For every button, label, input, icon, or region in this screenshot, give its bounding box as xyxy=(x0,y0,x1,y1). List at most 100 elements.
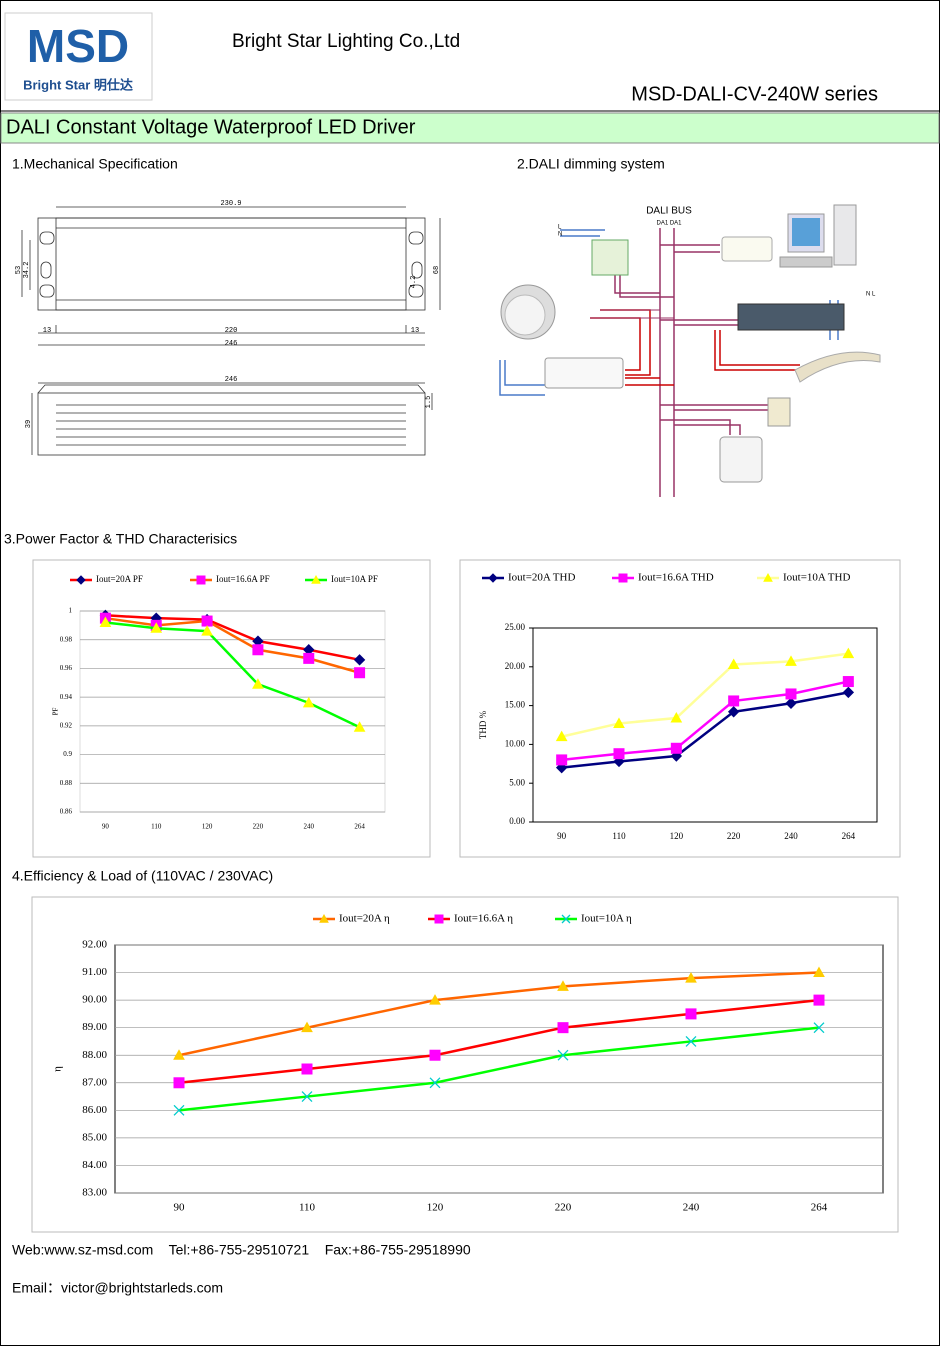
legend-marker xyxy=(618,573,628,583)
marker xyxy=(785,655,797,666)
dimension: 13 xyxy=(411,327,419,335)
x-tick-label: 110 xyxy=(151,823,162,831)
y-tick-label: 83.00 xyxy=(82,1187,107,1199)
marker xyxy=(201,625,213,636)
y-axis-label: THD % xyxy=(478,710,488,739)
x-tick-label: 110 xyxy=(612,831,626,841)
x-tick-label: 240 xyxy=(784,831,798,841)
legend-label: Iout=10A PF xyxy=(331,574,378,584)
logo: MSD xyxy=(27,20,129,72)
dimension: 68 xyxy=(433,266,441,274)
y-tick-label: 0.88 xyxy=(60,779,73,787)
legend-marker xyxy=(311,574,321,584)
mechanical-drawing xyxy=(21,206,441,456)
marker xyxy=(556,754,568,766)
marker xyxy=(670,742,682,754)
legend-label: Iout=10A THD xyxy=(783,572,850,584)
x-tick-label: 110 xyxy=(299,1202,316,1214)
legend-label: Iout=16.6A THD xyxy=(638,572,714,584)
marker xyxy=(173,1077,185,1089)
dimension: 246 xyxy=(225,340,238,348)
marker xyxy=(842,686,855,699)
marker xyxy=(813,994,825,1006)
dimension: 230.9 xyxy=(220,200,241,208)
marker xyxy=(813,966,825,978)
legend-marker xyxy=(434,914,444,924)
series-line xyxy=(561,680,849,762)
marker xyxy=(150,622,163,633)
x-tick-label: 120 xyxy=(202,823,213,831)
x-tick-label: 240 xyxy=(304,823,315,831)
y-axis-label: PF xyxy=(52,708,60,716)
x-tick-label: 220 xyxy=(727,831,741,841)
x-tick-label: 120 xyxy=(670,831,684,841)
marker xyxy=(354,667,366,679)
x-tick-label: 264 xyxy=(811,1202,828,1214)
series-line xyxy=(178,998,820,1085)
section-title: 1.Mechanical Specification xyxy=(12,156,178,172)
series: MSD-DALI-CV-240W series xyxy=(631,83,878,105)
dali-bus-label: DALI BUS xyxy=(646,206,692,217)
marker xyxy=(813,1022,825,1034)
marker xyxy=(99,616,112,627)
legend-marker xyxy=(76,575,86,585)
marker xyxy=(557,980,569,991)
x-tick-label: 264 xyxy=(354,823,365,831)
marker xyxy=(555,730,568,742)
company: Bright Star Lighting Co.,Ltd xyxy=(232,31,460,52)
series-line xyxy=(105,621,361,729)
y-tick-label: 0.96 xyxy=(60,664,73,672)
x-tick-label: 90 xyxy=(174,1202,186,1214)
y-tick-label: 89.00 xyxy=(82,1021,107,1033)
dimension: 246 xyxy=(225,376,238,384)
title-bar xyxy=(0,112,940,144)
x-tick-label: 120 xyxy=(427,1202,444,1214)
marker xyxy=(842,676,854,688)
y-tick-label: 5.00 xyxy=(509,777,525,787)
y-tick-label: 10.00 xyxy=(505,738,526,748)
marker xyxy=(301,1091,313,1103)
marker xyxy=(173,1104,185,1116)
legend-marker xyxy=(196,575,206,585)
marker xyxy=(429,994,441,1005)
legend-marker xyxy=(763,572,773,582)
marker xyxy=(201,615,213,627)
y-axis-label: η xyxy=(52,1066,64,1072)
y-tick-label: 0.98 xyxy=(60,635,73,643)
legend-label: Iout=20A η xyxy=(339,913,390,925)
series-line xyxy=(561,652,849,738)
legend-label: Iout=20A THD xyxy=(508,572,575,584)
x-tick-label: 90 xyxy=(102,823,110,831)
y-tick-label: 0.86 xyxy=(60,808,73,816)
y-tick-label: 0.92 xyxy=(60,721,73,729)
logo-box xyxy=(4,12,153,101)
y-tick-label: 88.00 xyxy=(82,1049,107,1061)
marker xyxy=(670,711,683,723)
series-line xyxy=(105,616,360,674)
marker xyxy=(613,717,625,728)
x-tick-label: 220 xyxy=(555,1202,572,1214)
legend-marker xyxy=(488,573,498,583)
x-tick-label: 220 xyxy=(253,823,264,831)
dimension: 13 xyxy=(43,327,51,335)
plot-area xyxy=(79,610,386,813)
series-line xyxy=(178,1026,820,1112)
section-title: 4.Efficiency & Load of (110VAC / 230VAC) xyxy=(12,868,273,884)
y-tick-label: 1 xyxy=(69,607,73,615)
logo-sub: Bright Star 明仕达 xyxy=(23,77,133,92)
y-tick-label: 90.00 xyxy=(82,994,107,1006)
marker xyxy=(353,654,366,666)
dimension: 34.2 xyxy=(23,262,31,279)
marker xyxy=(727,658,740,669)
dimension: 4.2 xyxy=(410,276,418,289)
series-line xyxy=(105,614,360,662)
dali-l: L xyxy=(558,225,562,231)
y-tick-label: 0.9 xyxy=(63,750,72,758)
dali-nl: N L xyxy=(866,292,876,298)
x-tick-label: 264 xyxy=(842,831,856,841)
legend-label: Iout=16.6A PF xyxy=(216,574,270,584)
section-title: 2.DALI dimming system xyxy=(517,156,665,172)
marker xyxy=(252,678,264,689)
